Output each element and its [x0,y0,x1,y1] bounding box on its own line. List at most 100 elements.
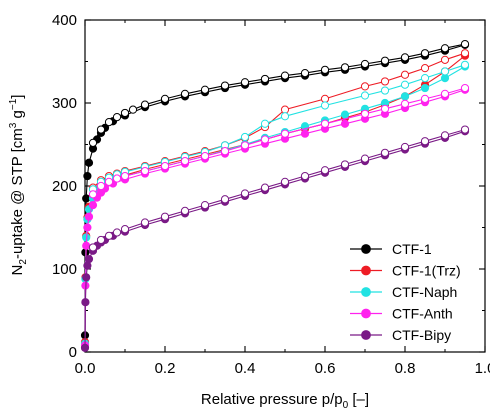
adsorption-point [83,171,92,181]
legend-item: CTF-Naph [350,284,457,300]
legend-label: CTF-Bipy [392,327,451,343]
legend-swatch-marker [361,244,371,254]
adsorption-point [82,241,91,250]
desorption-point [380,56,390,65]
legend-item: CTF-1 [350,241,432,257]
desorption-point [280,177,290,186]
x-tick-label: 0.0 [75,360,96,377]
x-tick-label: 0.2 [155,360,176,377]
series-layer [80,39,470,352]
desorption-point [440,55,450,64]
desorption-point [320,101,330,110]
desorption-point [360,109,370,118]
desorption-point [140,166,150,176]
y-axis-title: N2-uptake @ STP [cm3 g−1] [8,95,29,276]
desorption-point [96,181,106,191]
desorption-point [340,63,350,72]
desorption-point [200,200,210,210]
adsorption-point [88,200,98,210]
desorption-point [260,183,270,192]
adsorption-line [84,89,466,346]
desorption-point [260,119,270,128]
x-axis-title-subscript: 0 [343,400,349,411]
legend-label: CTF-1(Trz) [392,263,461,279]
adsorption-point [82,194,91,203]
desorption-point [420,94,430,103]
legend: CTF-1 CTF-1(Trz) CTF-Naph CTF-Anth CTF-Bipy [350,241,461,343]
desorption-point [320,119,330,128]
desorption-point [260,74,270,84]
desorption-point [420,64,430,73]
desorption-point [420,137,430,146]
legend-swatch-marker [361,287,371,297]
desorption-point [280,105,290,114]
desorption-point [360,59,370,69]
desorption-point [96,125,106,134]
desorption-point [420,49,430,58]
adsorption-point [81,298,90,307]
y-tick-label: 0 [69,344,77,361]
desorption-point [380,104,390,113]
desorption-point [400,53,410,62]
desorption-line [92,129,466,248]
desorption-point [380,148,390,157]
desorption-point [380,77,390,86]
adsorption-point [80,343,90,352]
x-tick-label: 0.6 [315,360,336,377]
desorption-point [88,138,98,147]
desorption-point [112,113,122,122]
desorption-point [240,141,250,150]
desorption-point [112,228,122,237]
desorption-point [88,243,98,252]
desorption-point [460,60,470,69]
desorption-point [200,85,210,94]
y-axis-title-pre: N [9,265,26,276]
y-axis-title-sup1: 3 [8,122,19,128]
desorption-point [300,69,310,78]
x-axis-title-tail: [–] [348,391,369,408]
desorption-point [180,157,190,166]
desorption-point [200,152,210,161]
desorption-point [280,71,290,80]
x-axis-title: Relative pressure p/p0 [–] [201,391,369,411]
legend-item: CTF-1(Trz) [350,263,461,279]
desorption-point [440,131,450,140]
adsorption-point [400,92,410,101]
adsorption-point [82,273,91,282]
desorption-point [380,86,390,95]
desorption-point [360,82,370,91]
y-axis-title-mid: -uptake @ STP [cm [9,128,26,259]
adsorption-point [84,158,94,167]
adsorption-point [340,119,350,128]
y-tick-label: 100 [52,261,77,278]
adsorption-point [300,129,310,138]
desorption-point [96,235,106,245]
legend-label: CTF-Anth [392,306,453,322]
legend-item: CTF-Bipy [350,327,451,343]
adsorption-line [84,44,466,336]
y-tick-label: 400 [52,12,77,29]
desorption-point [360,154,370,163]
adsorption-point [420,83,430,93]
y-axis-title-tail: ] [9,95,26,99]
x-tick-label: 1.0 [475,360,490,377]
desorption-point [104,177,114,186]
y-axis-title-sup2: −1 [8,98,19,110]
adsorption-line [84,130,466,348]
desorption-point [400,142,410,152]
y-axis-title-mid2: g [9,110,26,123]
desorption-point [320,166,330,175]
desorption-point [440,67,450,76]
desorption-point [220,147,230,156]
desorption-point [140,100,150,109]
desorption-point [440,89,450,98]
desorption-point [460,39,470,49]
desorption-point [128,105,138,114]
desorption-point [280,129,290,138]
desorption-point [160,161,170,171]
desorption-point [240,189,250,198]
desorption-point [160,94,170,103]
desorption-point [400,80,410,89]
desorption-point [460,125,470,134]
